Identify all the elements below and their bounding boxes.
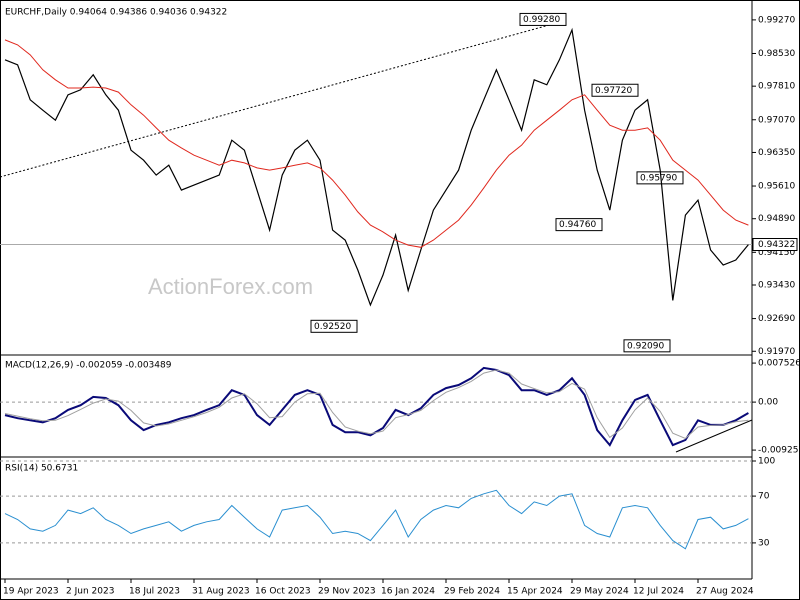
x-tick-label: 19 Apr 2023 [3, 587, 59, 597]
x-tick-label: 29 Nov 2023 [318, 587, 376, 597]
y-tick-label: 0.97810 [758, 82, 795, 92]
y-tick-label: 0.96350 [758, 148, 795, 158]
y-tick-label: 0.00 [758, 398, 778, 408]
x-tick-label: 29 May 2024 [570, 587, 629, 597]
y-tick-label: 0.91970 [758, 347, 795, 357]
x-tick-label: 29 Feb 2024 [444, 587, 500, 597]
annotation-label: 0.92520 [314, 322, 351, 332]
y-tick-label: 100 [758, 457, 775, 467]
rsi-title: RSI(14) 50.6731 [5, 464, 78, 474]
y-tick-label: 70 [758, 492, 770, 502]
series-line [4, 27, 749, 307]
annotation-box [555, 218, 603, 232]
series-line [4, 366, 749, 447]
y-tick-label: 0.007526 [758, 359, 800, 369]
x-tick-label: 15 Apr 2024 [507, 587, 563, 597]
annotation-box [591, 83, 639, 97]
annotation-box [519, 12, 567, 26]
trend-line [0, 21, 561, 178]
y-tick-label: 30 [758, 538, 770, 548]
y-tick-label: 0.92690 [758, 314, 795, 324]
x-tick-label: 16 Jan 2024 [381, 587, 435, 597]
annotation-label: 0.99280 [523, 15, 560, 25]
chart-title: EURCHF,Daily 0.94064 0.94386 0.94036 0.9… [5, 8, 227, 18]
series-line [4, 489, 749, 550]
y-tick-label: 0.98530 [758, 49, 795, 59]
annotation-label: 0.92090 [627, 341, 664, 351]
x-tick-label: 31 Aug 2023 [192, 587, 250, 597]
watermark: ActionForex.com [148, 274, 313, 299]
x-tick-label: 18 Jul 2023 [129, 587, 180, 597]
y-tick-label: -0.009252 [758, 446, 800, 456]
annotation-box [310, 319, 358, 333]
annotation-label: 0.94760 [559, 220, 596, 230]
y-tick-label: 0.94890 [758, 214, 795, 224]
x-tick-label: 12 Jul 2024 [633, 587, 684, 597]
y-tick-label: 0.95610 [758, 182, 795, 192]
x-tick-label: 2 Jun 2023 [66, 587, 114, 597]
x-tick-label: 16 Oct 2023 [255, 587, 311, 597]
annotation-label: 0.97720 [595, 86, 632, 96]
annotation-label: 0.95790 [640, 173, 677, 183]
y-tick-label: 0.97070 [758, 115, 795, 125]
y-tick-label: 0.93430 [758, 280, 795, 290]
series-line [4, 369, 749, 439]
x-tick-label: 27 Aug 2024 [696, 587, 754, 597]
last-price-box [752, 238, 798, 252]
series-line [4, 39, 749, 248]
macd-trend-line [675, 419, 753, 453]
y-tick-label: 0.99270 [758, 15, 795, 25]
y-tick-label: 0.94150 [758, 248, 795, 258]
annotation-box [623, 339, 671, 353]
last-price-label: 0.94322 [758, 240, 795, 250]
macd-title: MACD(12,26,9) -0.002059 -0.003489 [5, 361, 172, 371]
